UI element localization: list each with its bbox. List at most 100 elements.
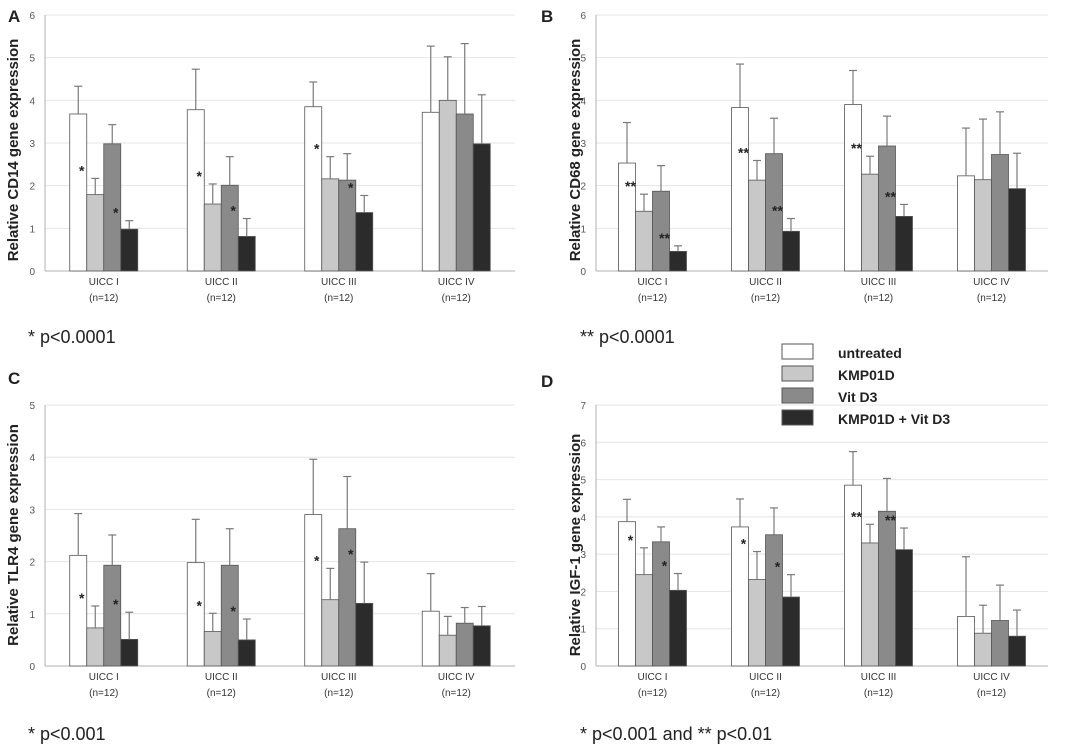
significance-marker: ** bbox=[772, 203, 783, 219]
bar-vitd3 bbox=[878, 510, 896, 667]
bar-combo bbox=[237, 236, 256, 272]
significance-marker: ** bbox=[885, 188, 896, 204]
x-tick-sublabel: (n=12) bbox=[89, 293, 118, 304]
x-tick-sublabel: (n=12) bbox=[977, 688, 1006, 699]
x-tick-sublabel: (n=12) bbox=[638, 293, 667, 304]
panel-c: C Relative TLR4 gene expression 0 1 2 3 4 5 UI… bbox=[5, 369, 515, 744]
bar-kmp01d bbox=[438, 99, 457, 272]
bar-combo bbox=[895, 215, 913, 272]
y-tick-label: 5 bbox=[29, 54, 35, 65]
y-tick-label: 2 bbox=[580, 587, 586, 598]
x-tick-sublabel: (n=12) bbox=[442, 293, 471, 304]
y-tick-label: 3 bbox=[580, 550, 586, 561]
y-tick-label: 5 bbox=[29, 401, 35, 412]
y-tick-label: 5 bbox=[580, 476, 586, 487]
panel-d: D Relative IGF-1 gene expression 0 1 2 3 4 5 6… bbox=[541, 372, 1048, 744]
bar-kmp01d bbox=[974, 632, 992, 667]
bar-kmp01d bbox=[748, 179, 766, 272]
bar-kmp01d bbox=[748, 579, 766, 667]
y-tick-label: 1 bbox=[29, 224, 35, 235]
x-tick-label: UICC IV bbox=[973, 672, 1010, 683]
bar-combo bbox=[472, 625, 491, 667]
significance-marker: * bbox=[348, 179, 354, 195]
x-tick-sublabel: (n=12) bbox=[324, 293, 353, 304]
plot-area: 0 1 2 3 4 5 6 UICC I (n=12) * * UICC II (n=12) * * UICC… bbox=[29, 11, 515, 304]
bar-combo bbox=[237, 639, 256, 667]
bar-kmp01d bbox=[861, 173, 879, 272]
legend-label: untreated bbox=[838, 345, 902, 361]
y-tick-label: 1 bbox=[580, 625, 586, 636]
legend-swatch-combo bbox=[781, 409, 814, 426]
significance-marker: * bbox=[113, 205, 119, 221]
y-axis-label: Relative CD68 gene expression bbox=[567, 39, 584, 262]
significance-marker: ** bbox=[851, 508, 862, 524]
bar-kmp01d bbox=[203, 631, 222, 667]
significance-marker: * bbox=[197, 168, 203, 184]
legend: untreated KMP01D Vit D3 KMP01D + Vit D3 bbox=[781, 343, 950, 427]
x-tick-label: UICC IV bbox=[438, 672, 475, 683]
y-tick-label: 4 bbox=[580, 96, 586, 107]
significance-marker: * bbox=[662, 558, 668, 574]
y-tick-label: 7 bbox=[580, 401, 586, 412]
significance-marker: * bbox=[231, 603, 237, 619]
bar-combo bbox=[355, 212, 374, 272]
x-tick-label: UICC IV bbox=[438, 277, 475, 288]
y-tick-label: 4 bbox=[29, 453, 35, 464]
significance-marker: ** bbox=[625, 178, 636, 194]
bar-kmp01d bbox=[861, 542, 879, 667]
panel-label: A bbox=[8, 7, 20, 26]
x-tick-label: UICC I bbox=[89, 672, 119, 683]
x-tick-label: UICC IV bbox=[973, 277, 1010, 288]
y-tick-label: 0 bbox=[29, 662, 35, 673]
bar-untreated bbox=[304, 514, 323, 667]
x-tick-sublabel: (n=12) bbox=[751, 293, 780, 304]
significance-marker: ** bbox=[851, 140, 862, 156]
panel-b: B Relative CD68 gene expression 0 1 2 3 4 5 6 U… bbox=[541, 7, 1048, 347]
y-axis-label: Relative CD14 gene expression bbox=[5, 39, 22, 262]
plot-area: 0 1 2 3 4 5 UICC I (n=12) * * UICC II (n=12) * * UICC … bbox=[29, 401, 515, 699]
legend-swatch-vitd3 bbox=[781, 387, 814, 404]
bar-combo bbox=[472, 143, 491, 272]
bar-vitd3 bbox=[455, 622, 474, 667]
y-tick-label: 6 bbox=[29, 11, 35, 22]
x-tick-sublabel: (n=12) bbox=[751, 688, 780, 699]
y-tick-label: 6 bbox=[580, 11, 586, 22]
bar-untreated bbox=[421, 111, 440, 272]
bar-combo bbox=[120, 638, 139, 667]
bar-vitd3 bbox=[878, 145, 896, 272]
x-tick-sublabel: (n=12) bbox=[638, 688, 667, 699]
legend-swatch-untreated bbox=[781, 343, 814, 360]
legend-label: KMP01D bbox=[838, 367, 895, 383]
bar-combo bbox=[669, 589, 687, 667]
footnote: * p<0.001 and ** p<0.01 bbox=[580, 724, 772, 744]
bar-combo bbox=[782, 596, 800, 667]
y-tick-label: 2 bbox=[29, 558, 35, 569]
x-tick-sublabel: (n=12) bbox=[977, 293, 1006, 304]
bar-combo bbox=[669, 250, 687, 272]
y-tick-label: 6 bbox=[580, 438, 586, 449]
bar-combo bbox=[1008, 188, 1026, 272]
y-tick-label: 2 bbox=[29, 182, 35, 193]
legend-label: Vit D3 bbox=[838, 389, 878, 405]
bar-kmp01d bbox=[635, 574, 653, 667]
bar-combo bbox=[120, 228, 139, 272]
y-tick-label: 0 bbox=[580, 662, 586, 673]
significance-marker: * bbox=[314, 552, 320, 568]
panel-label: C bbox=[8, 369, 20, 388]
x-tick-sublabel: (n=12) bbox=[864, 688, 893, 699]
bar-vitd3 bbox=[765, 534, 783, 667]
bar-vitd3 bbox=[991, 154, 1009, 272]
bar-kmp01d bbox=[86, 194, 105, 272]
y-axis-label: Relative IGF-1 gene expression bbox=[567, 434, 584, 657]
x-tick-label: UICC III bbox=[861, 672, 897, 683]
panel-label: B bbox=[541, 7, 553, 26]
bar-kmp01d bbox=[321, 178, 340, 272]
plot-area: 0 1 2 3 4 5 6 UICC I (n=12) ** ** UICC II (n=12) ** **… bbox=[580, 11, 1048, 304]
y-tick-label: 4 bbox=[580, 513, 586, 524]
bar-vitd3 bbox=[220, 184, 239, 272]
x-tick-sublabel: (n=12) bbox=[89, 688, 118, 699]
y-tick-label: 3 bbox=[580, 139, 586, 150]
bar-untreated bbox=[957, 175, 975, 272]
x-tick-label: UICC I bbox=[89, 277, 119, 288]
